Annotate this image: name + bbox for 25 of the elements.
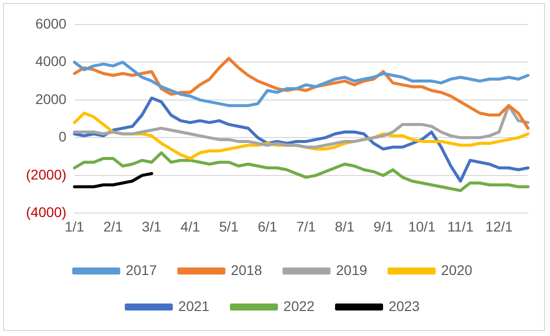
legend-label: 2021: [178, 298, 210, 314]
x-tick-label: 12/1: [485, 218, 513, 234]
legend-label: 2017: [126, 262, 158, 278]
x-tick-label: 8/1: [334, 218, 355, 234]
x-tick-label: 2/1: [103, 218, 124, 234]
x-tick-label: 5/1: [219, 218, 239, 234]
x-tick-label: 3/1: [142, 218, 162, 234]
x-tick-label: 11/1: [447, 218, 474, 234]
x-tick-label: 6/1: [258, 218, 278, 234]
x-tick-label: 9/1: [374, 218, 394, 234]
x-tick-label: 10/1: [408, 218, 436, 234]
y-tick-label: 4000: [35, 53, 67, 70]
x-tick-label: 1/1: [64, 218, 84, 234]
y-tick-label: 2000: [35, 90, 67, 107]
y-tick-label: 6000: [35, 15, 67, 32]
legend-label: 2022: [283, 298, 315, 314]
legend-label: 2020: [441, 262, 473, 278]
x-tick-label: 4/1: [180, 218, 200, 234]
legend-label: 2018: [230, 262, 262, 278]
y-tick-label: (2000): [26, 166, 66, 182]
legend-label: 2023: [388, 298, 420, 314]
y-tick-label: (4000): [26, 204, 66, 220]
legend-label: 2019: [336, 262, 368, 278]
x-tick-label: 7/1: [296, 218, 316, 234]
y-tick-label: 0: [58, 128, 67, 145]
